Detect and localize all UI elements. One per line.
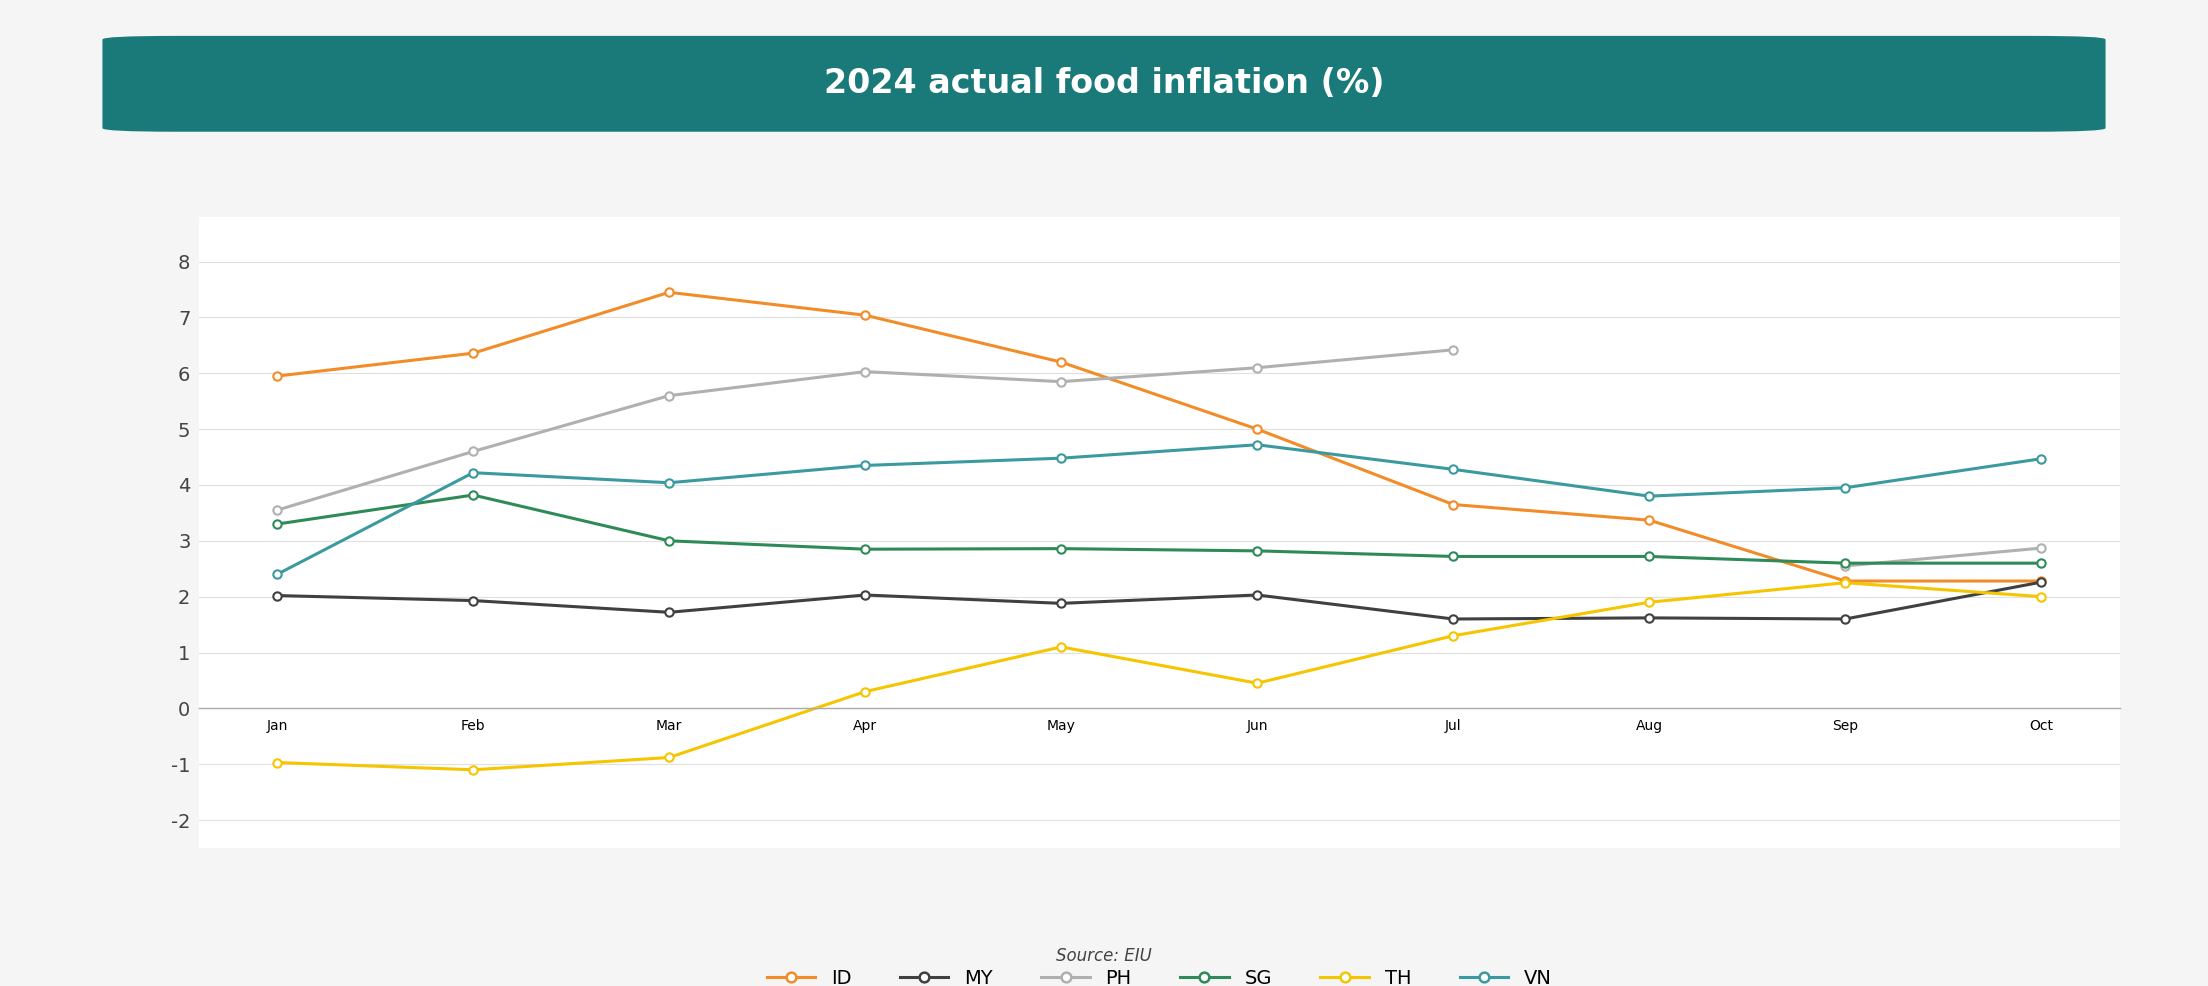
ID	[459, 347, 486, 359]
ID	[1440, 499, 1466, 511]
Legend: ID, MY, PH, SG, TH, VN: ID, MY, PH, SG, TH, VN	[760, 961, 1559, 986]
VN	[1833, 482, 1859, 494]
SG	[1636, 550, 1663, 562]
ID	[656, 286, 682, 298]
MY	[459, 595, 486, 606]
ID	[1243, 423, 1270, 435]
MY	[656, 606, 682, 618]
SG	[265, 519, 291, 530]
VN	[656, 477, 682, 489]
SG	[1833, 557, 1859, 569]
TH	[1833, 577, 1859, 589]
PH	[1440, 344, 1466, 356]
MY	[2027, 576, 2053, 588]
SG	[459, 489, 486, 501]
TH	[1440, 630, 1466, 642]
TH	[1636, 597, 1663, 608]
MY	[1440, 613, 1466, 625]
VN	[1243, 439, 1270, 451]
ID	[852, 310, 879, 321]
Text: 2024 actual food inflation (%): 2024 actual food inflation (%)	[824, 67, 1384, 101]
MY	[1049, 598, 1075, 609]
PH	[852, 366, 879, 378]
FancyBboxPatch shape	[102, 35, 2106, 132]
Line: ID: ID	[274, 288, 2045, 586]
PH	[265, 504, 291, 516]
SG	[1440, 550, 1466, 562]
VN	[265, 568, 291, 580]
VN	[1636, 490, 1663, 502]
ID	[2027, 575, 2053, 587]
VN	[1049, 453, 1075, 464]
Line: TH: TH	[274, 579, 2045, 774]
Line: SG: SG	[274, 491, 2045, 567]
MY	[1833, 613, 1859, 625]
TH	[459, 764, 486, 776]
PH	[459, 446, 486, 458]
TH	[265, 756, 291, 768]
PH	[656, 389, 682, 401]
VN	[459, 466, 486, 478]
MY	[852, 589, 879, 600]
SG	[2027, 557, 2053, 569]
MY	[1243, 589, 1270, 600]
PH	[1243, 362, 1270, 374]
VN	[2027, 453, 2053, 464]
Line: VN: VN	[274, 441, 2045, 579]
MY	[1636, 612, 1663, 624]
VN	[1440, 463, 1466, 475]
PH	[1049, 376, 1075, 387]
TH	[1243, 677, 1270, 689]
ID	[1049, 356, 1075, 368]
MY	[265, 590, 291, 601]
TH	[656, 751, 682, 763]
Line: MY: MY	[274, 578, 2045, 623]
ID	[1636, 515, 1663, 527]
SG	[1243, 545, 1270, 557]
SG	[852, 543, 879, 555]
ID	[265, 370, 291, 382]
VN	[852, 459, 879, 471]
TH	[2027, 591, 2053, 602]
Line: PH: PH	[274, 346, 1457, 515]
ID	[1833, 575, 1859, 587]
SG	[656, 534, 682, 546]
TH	[1049, 641, 1075, 653]
TH	[852, 685, 879, 697]
SG	[1049, 542, 1075, 554]
Text: Source: EIU: Source: EIU	[1055, 948, 1153, 965]
